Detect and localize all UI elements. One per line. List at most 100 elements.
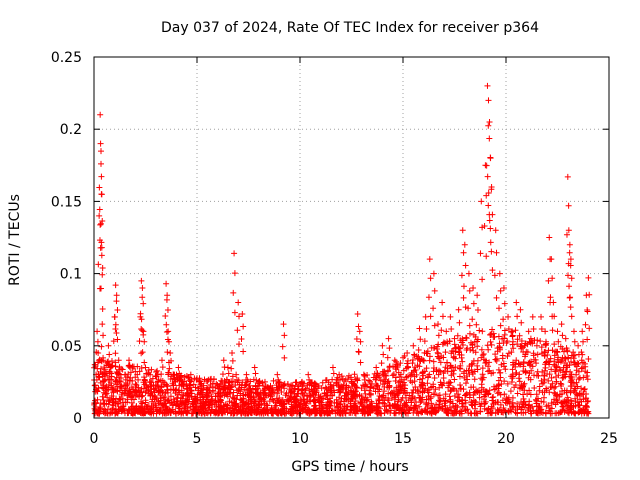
data-point: [231, 309, 238, 316]
data-point: [238, 335, 245, 342]
data-point: [259, 379, 266, 386]
data-point: [113, 329, 120, 336]
data-point: [586, 291, 593, 298]
data-point: [164, 398, 171, 405]
data-point: [191, 375, 198, 382]
data-point: [568, 275, 575, 282]
data-point: [439, 341, 446, 348]
data-point: [254, 390, 261, 397]
data-point: [519, 401, 526, 408]
data-point: [390, 371, 397, 378]
data-point: [546, 389, 553, 396]
data-point: [524, 349, 531, 356]
data-point: [487, 239, 494, 246]
data-point-peak: [509, 328, 516, 335]
data-point: [234, 327, 241, 334]
data-point-peak: [404, 350, 411, 357]
data-point: [170, 382, 177, 389]
data-point: [241, 386, 248, 393]
data-point: [240, 348, 247, 355]
data-point: [462, 380, 469, 387]
data-point: [358, 385, 365, 392]
data-point: [492, 351, 499, 358]
data-point: [564, 409, 571, 416]
data-point: [139, 294, 146, 301]
data-point: [435, 404, 442, 411]
data-point: [514, 390, 521, 397]
data-point: [451, 407, 458, 414]
data-point: [184, 389, 191, 396]
data-point: [553, 392, 560, 399]
data-point: [228, 383, 235, 390]
data-point-peak: [121, 371, 128, 378]
data-point: [520, 391, 527, 398]
data-point: [567, 294, 574, 301]
data-point: [488, 370, 495, 377]
data-point: [456, 319, 463, 326]
data-point: [498, 380, 505, 387]
data-point: [228, 378, 235, 385]
data-point-peak: [100, 357, 107, 364]
data-point: [423, 408, 430, 415]
data-point: [541, 349, 548, 356]
data-point: [505, 394, 512, 401]
data-point: [119, 366, 126, 373]
data-point: [213, 403, 220, 410]
data-point: [242, 382, 249, 389]
data-point: [463, 335, 470, 342]
data-point: [255, 378, 262, 385]
data-point: [398, 376, 405, 383]
x-axis-label: GPS time / hours: [291, 459, 408, 475]
data-point-peak: [96, 212, 103, 219]
data-point: [448, 326, 455, 333]
data-point: [487, 225, 494, 232]
grid-lines: [94, 57, 609, 418]
data-point-peak: [485, 97, 492, 104]
data-point: [366, 387, 373, 394]
data-point: [466, 330, 473, 337]
data-point: [534, 351, 541, 358]
data-point: [495, 305, 502, 312]
data-point: [164, 349, 171, 356]
data-point: [119, 403, 126, 410]
data-point: [492, 356, 499, 363]
data-point: [287, 396, 294, 403]
data-point: [99, 393, 106, 400]
data-point: [130, 396, 137, 403]
data-point: [302, 404, 309, 411]
data-point: [114, 371, 121, 378]
data-point: [477, 250, 484, 257]
data-point: [430, 407, 437, 414]
data-point: [487, 338, 494, 345]
data-point-peak: [517, 306, 524, 313]
data-point: [557, 358, 564, 365]
data-point: [136, 338, 143, 345]
data-point: [456, 345, 463, 352]
data-point: [498, 361, 505, 368]
data-point: [103, 400, 110, 407]
data-point: [408, 399, 415, 406]
data-point: [548, 366, 555, 373]
data-point: [462, 334, 469, 341]
data-point-peak: [255, 393, 262, 400]
data-point: [128, 409, 135, 416]
data-point: [194, 408, 201, 415]
data-point: [116, 406, 123, 413]
data-point: [275, 376, 282, 383]
y-axis-label: ROTI / TECUs: [7, 194, 23, 286]
data-point: [104, 406, 111, 413]
data-point: [189, 410, 196, 417]
data-point: [147, 383, 154, 390]
data-point: [381, 378, 388, 385]
data-point: [164, 387, 171, 394]
data-point: [478, 381, 485, 388]
data-point: [306, 387, 313, 394]
data-point: [168, 357, 175, 364]
data-point: [351, 371, 358, 378]
data-point: [344, 376, 351, 383]
data-point-peak: [496, 270, 503, 277]
data-point: [329, 407, 336, 414]
data-point: [335, 382, 342, 389]
data-point: [201, 405, 208, 412]
data-point: [143, 382, 150, 389]
